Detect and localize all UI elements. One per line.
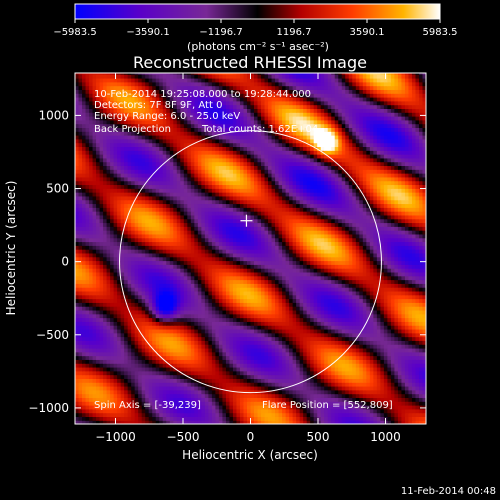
colorbar-gradient — [74, 3, 441, 20]
heatmap-image — [75, 73, 426, 424]
y-tick-label: 0 — [61, 255, 69, 269]
plot-area — [75, 73, 426, 424]
chart-title: Reconstructed RHESSI Image — [133, 53, 367, 72]
colorbar-tick-label: 1196.7 — [277, 27, 312, 38]
x-axis: −1000 −500 0 500 1000 — [95, 73, 401, 444]
colorbar-ticks: −5983.5 −3590.1 −1196.7 1196.7 3590.1 5983.5 — [53, 19, 458, 38]
x-tick-label: 500 — [307, 430, 330, 444]
annotation-total-counts: Total counts: 1.62E+04 — [201, 124, 318, 135]
y-tick-label: −500 — [36, 328, 69, 342]
colorbar-tick-label: −5983.5 — [53, 27, 96, 38]
x-tick-label: −1000 — [95, 430, 136, 444]
y-tick-label: 500 — [46, 182, 69, 196]
y-axis-label: Heliocentric Y (arcsec) — [4, 181, 18, 316]
footer-timestamp: 11-Feb-2014 00:48 — [401, 486, 496, 497]
colorbar-units-label: (photons cm⁻² s⁻¹ asec⁻²) — [187, 40, 329, 53]
annotation-detectors: Detectors: 7F 8F 9F, Att 0 — [94, 100, 222, 111]
solar-disk-limb — [119, 130, 382, 394]
annotation-flare-position: Flare Position = [552,809] — [262, 400, 393, 411]
x-tick-label: −500 — [167, 430, 200, 444]
x-axis-label: Heliocentric X (arcsec) — [182, 448, 318, 462]
colorbar-tick-label: −1196.7 — [199, 27, 242, 38]
colorbar-tick-label: −3590.1 — [126, 27, 169, 38]
annotation-energy-range: Energy Range: 6.0 - 25.0 keV — [94, 111, 240, 122]
colorbar: −5983.5 −3590.1 −1196.7 1196.7 3590.1 5983.5 … — [53, 3, 458, 53]
annotation-time-range: 10-Feb-2014 19:25:08.000 to 19:28:44.000 — [94, 89, 311, 100]
x-tick-label: 1000 — [370, 430, 401, 444]
annotations: 10-Feb-2014 19:25:08.000 to 19:28:44.000… — [94, 89, 393, 411]
y-axis: −1000 −500 0 500 1000 — [28, 108, 426, 415]
annotation-spin-axis: Spin Axis = [-39,239] — [94, 400, 201, 411]
annotation-method: Back Projection — [94, 124, 171, 135]
y-tick-label: 1000 — [38, 108, 69, 122]
y-tick-label: −1000 — [28, 401, 69, 415]
colorbar-tick-label: 5983.5 — [423, 27, 458, 38]
center-marker — [240, 214, 253, 227]
colorbar-tick-label: 3590.1 — [350, 27, 385, 38]
x-tick-label: 0 — [247, 430, 255, 444]
